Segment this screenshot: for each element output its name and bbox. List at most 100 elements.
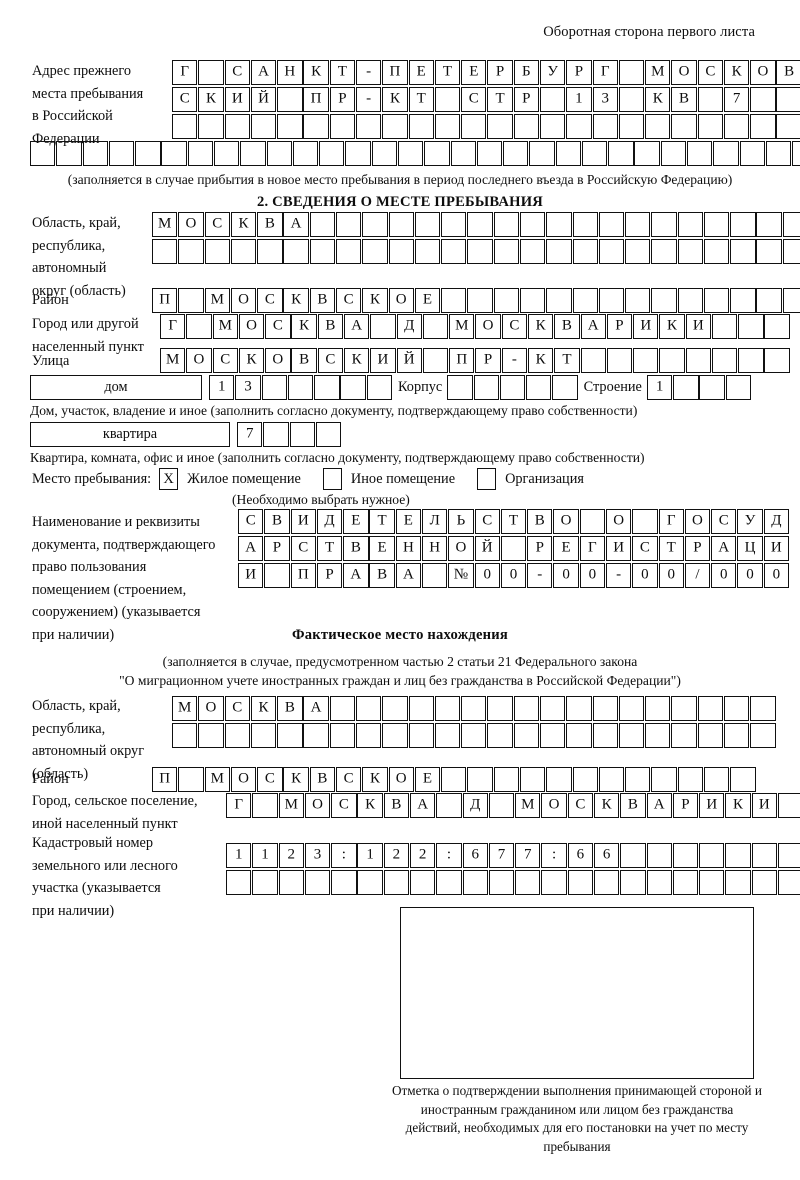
char-cell[interactable]: Е	[414, 288, 441, 313]
char-cell[interactable]: Н	[277, 60, 303, 85]
char-cell[interactable]	[738, 348, 764, 373]
char-cell[interactable]	[362, 212, 388, 237]
char-cell[interactable]	[750, 114, 776, 139]
char-cell[interactable]	[304, 870, 331, 895]
char-cell[interactable]	[738, 314, 764, 339]
char-cell[interactable]: П	[382, 60, 408, 85]
char-cell[interactable]: -	[355, 60, 382, 85]
char-cell[interactable]	[572, 288, 598, 313]
char-cell[interactable]: М	[278, 793, 304, 818]
char-cell[interactable]: А	[238, 536, 264, 561]
char-cell[interactable]: С	[204, 212, 230, 237]
char-cell[interactable]: Д	[763, 509, 790, 534]
char-cell[interactable]: Р	[264, 536, 290, 561]
char-cell[interactable]	[421, 563, 448, 588]
char-cell[interactable]	[397, 141, 424, 166]
char-cell[interactable]	[751, 843, 778, 868]
char-cell[interactable]: В	[620, 793, 646, 818]
char-cell[interactable]: О	[684, 509, 711, 534]
char-cell[interactable]: 7	[515, 843, 541, 868]
flat-line[interactable]: квартира 7	[30, 422, 342, 447]
char-cell[interactable]: В	[291, 348, 317, 373]
char-cell[interactable]: С	[212, 348, 238, 373]
char-cell[interactable]: К	[343, 348, 370, 373]
char-cell[interactable]: Р	[329, 87, 356, 112]
char-cell[interactable]: У	[539, 60, 566, 85]
char-cell[interactable]	[226, 870, 252, 895]
char-cell[interactable]: Е	[408, 60, 434, 85]
char-cell[interactable]	[697, 723, 724, 748]
char-cell[interactable]: 7	[237, 422, 263, 447]
char-cell[interactable]	[424, 141, 450, 166]
char-cell[interactable]	[441, 212, 467, 237]
char-cell[interactable]	[252, 793, 278, 818]
char-cell[interactable]	[499, 375, 526, 400]
char-cell[interactable]: К	[250, 696, 277, 721]
char-cell[interactable]	[370, 314, 396, 339]
char-cell[interactable]	[725, 375, 752, 400]
char-cell[interactable]: К	[645, 87, 671, 112]
char-cell[interactable]	[671, 696, 697, 721]
char-cell[interactable]	[309, 212, 336, 237]
char-cell[interactable]: С	[265, 314, 291, 339]
char-cell[interactable]	[777, 793, 800, 818]
char-cell[interactable]: С	[501, 314, 528, 339]
char-cell[interactable]: :	[331, 843, 357, 868]
char-cell[interactable]: Й	[250, 87, 277, 112]
char-cell[interactable]	[606, 348, 633, 373]
char-cell[interactable]	[488, 793, 515, 818]
char-cell[interactable]: С	[567, 793, 594, 818]
char-cell[interactable]	[277, 114, 303, 139]
char-cell[interactable]	[461, 696, 487, 721]
char-cell[interactable]: М	[152, 212, 178, 237]
char-cell[interactable]	[672, 843, 699, 868]
char-cell[interactable]	[546, 212, 572, 237]
char-cell[interactable]: О	[605, 509, 632, 534]
char-cell[interactable]	[161, 141, 187, 166]
char-cell[interactable]	[388, 239, 414, 264]
char-cell[interactable]	[186, 314, 212, 339]
char-cell[interactable]	[513, 696, 540, 721]
char-cell[interactable]: И	[633, 314, 659, 339]
char-cell[interactable]	[329, 114, 356, 139]
char-cell[interactable]	[434, 723, 461, 748]
char-cell[interactable]: О	[178, 212, 204, 237]
char-cell[interactable]	[408, 696, 434, 721]
char-cell[interactable]: Й	[396, 348, 422, 373]
char-cell[interactable]: О	[230, 288, 257, 313]
char-cell[interactable]: 1	[252, 843, 278, 868]
char-cell[interactable]	[441, 767, 467, 792]
char-cell[interactable]: И	[605, 536, 632, 561]
char-cell[interactable]	[355, 114, 382, 139]
char-cell[interactable]	[292, 141, 319, 166]
prev-address-row-4[interactable]	[30, 141, 800, 166]
char-cell[interactable]: 1	[646, 375, 673, 400]
char-cell[interactable]	[539, 723, 566, 748]
char-cell[interactable]	[261, 375, 287, 400]
char-cell[interactable]: М	[204, 767, 230, 792]
char-cell[interactable]: А	[250, 60, 277, 85]
char-cell[interactable]	[382, 696, 408, 721]
char-cell[interactable]: А	[580, 314, 606, 339]
char-cell[interactable]	[618, 114, 645, 139]
char-cell[interactable]	[287, 375, 314, 400]
char-cell[interactable]	[382, 723, 408, 748]
char-cell[interactable]	[408, 723, 434, 748]
char-cell[interactable]	[566, 696, 592, 721]
char-cell[interactable]	[625, 288, 651, 313]
char-cell[interactable]	[441, 239, 467, 264]
char-cell[interactable]	[414, 212, 441, 237]
region-row-2[interactable]	[152, 239, 800, 264]
char-cell[interactable]	[252, 870, 278, 895]
char-cell[interactable]: Г	[226, 793, 252, 818]
char-cell[interactable]: Т	[369, 509, 395, 534]
char-cell[interactable]: Ь	[448, 509, 474, 534]
char-cell[interactable]	[687, 141, 713, 166]
char-cell[interactable]	[503, 141, 529, 166]
